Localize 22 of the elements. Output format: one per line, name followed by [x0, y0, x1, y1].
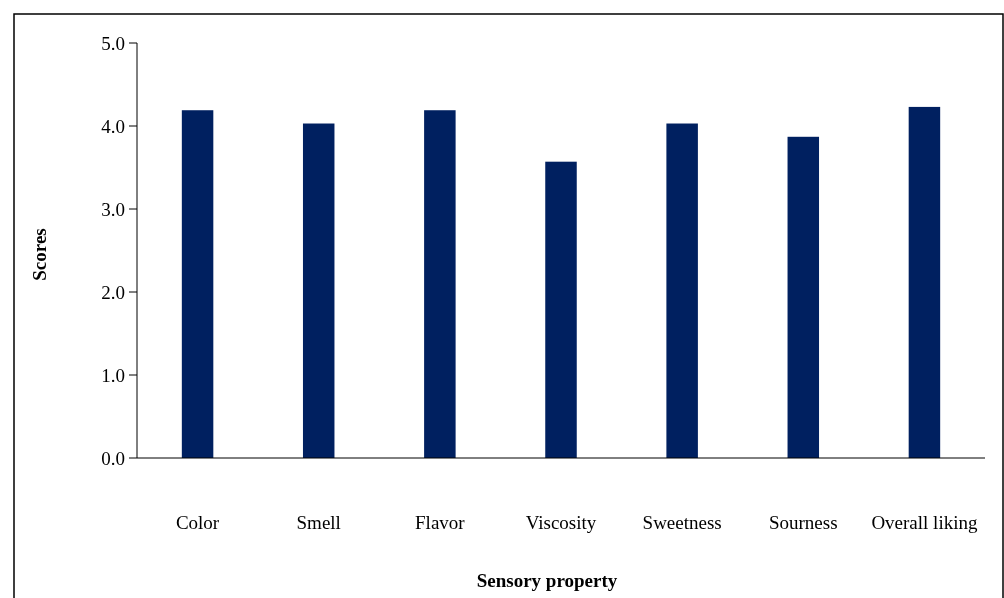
x-tick-label: Smell [296, 512, 341, 533]
bar [787, 136, 820, 458]
bar [181, 110, 214, 458]
bar [666, 123, 698, 458]
y-tick-label: 4.0 [101, 115, 125, 137]
y-tick-label: 2.0 [101, 281, 125, 303]
x-tick-label: Sweetness [642, 512, 722, 533]
bar [424, 110, 456, 458]
x-tick-label: Overall liking [871, 512, 978, 533]
y-tick-label: 0.0 [101, 447, 125, 469]
x-tick-label: Flavor [415, 512, 466, 533]
x-tick-label: Sourness [768, 512, 838, 533]
y-axis-title: Scores [29, 228, 50, 281]
y-tick-label: 5.0 [101, 32, 125, 54]
y-tick-label: 1.0 [101, 364, 125, 386]
y-tick-label: 3.0 [101, 198, 125, 220]
bar [545, 161, 577, 458]
x-tick-label: Color [175, 512, 220, 533]
x-axis-title: Sensory property [476, 570, 618, 591]
bar [302, 123, 335, 458]
x-tick-label: Viscosity [525, 512, 597, 533]
bar [908, 106, 941, 458]
